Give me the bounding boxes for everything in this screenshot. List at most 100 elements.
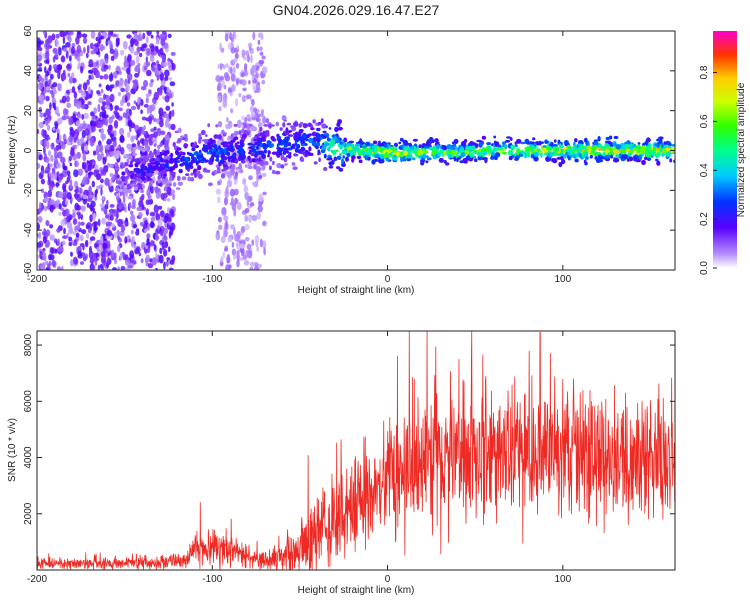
spectrogram-trace-cell xyxy=(577,146,584,151)
spectrogram-speckle xyxy=(126,34,132,39)
spectrogram-trace-cell xyxy=(372,145,376,149)
spectrogram-speckle xyxy=(252,82,257,91)
spectrogram-speckle xyxy=(97,153,102,162)
spectrogram-trace-cell xyxy=(620,149,626,154)
spectrogram-trace-cell xyxy=(177,160,181,163)
spectrogram-trace-cell xyxy=(516,149,521,154)
spectrogram-speckle xyxy=(246,54,250,63)
spectrogram-speckle xyxy=(126,183,132,191)
spectrogram-speckle xyxy=(45,108,51,117)
spectrogram-trace-cell xyxy=(230,133,234,139)
spectrogram-trace-cell xyxy=(549,152,554,157)
spectrogram-trace-cell xyxy=(572,148,576,154)
spectrogram-trace-cell xyxy=(338,167,344,172)
spectrogram-trace-cell xyxy=(358,140,363,144)
spectrogram-trace-cell xyxy=(544,152,548,156)
spectrogram-trace-cell xyxy=(348,140,354,144)
spectrogram-speckle xyxy=(150,239,154,247)
spectrogram-trace-cell xyxy=(356,155,362,160)
spectrogram-speckle xyxy=(261,109,264,115)
spectrogram-speckle xyxy=(240,72,245,78)
spectrogram-trace-cell xyxy=(271,151,277,155)
spectrogram-speckle xyxy=(109,144,115,153)
spectrogram-trace-cell xyxy=(183,143,188,149)
spectrogram-trace-cell xyxy=(230,159,235,163)
spectrogram-trace-cell xyxy=(159,142,163,147)
spectrogram-trace-cell xyxy=(170,152,174,158)
spectrogram-trace-cell xyxy=(371,149,375,152)
spectrogram-trace-cell xyxy=(236,141,240,145)
spectrogram-speckle xyxy=(113,231,118,239)
spectrogram-speckle xyxy=(157,191,161,199)
spectrogram-trace-cell xyxy=(294,140,298,146)
spectrogram-trace-cell xyxy=(255,145,260,150)
spectrogram-trace-cell xyxy=(159,163,163,168)
spectrogram-speckle xyxy=(81,99,85,105)
spectrogram-speckle xyxy=(79,243,85,247)
spectrogram-speckle xyxy=(50,154,54,162)
spectrogram-trace-cell xyxy=(153,143,157,147)
spectrogram-speckle xyxy=(106,257,111,266)
spectrogram-trace-cell xyxy=(121,171,126,176)
spectrogram-trace-cell xyxy=(229,147,235,153)
spectrogram-speckle xyxy=(141,116,147,121)
spectrogram-speckle xyxy=(105,214,109,219)
spectrogram-trace-cell xyxy=(516,138,522,144)
spectrogram-speckle xyxy=(121,225,125,230)
spectrogram-speckle xyxy=(97,103,101,113)
spectrogram-speckle xyxy=(160,193,165,200)
spectrogram-trace-cell xyxy=(220,147,224,152)
spectrogram-speckle xyxy=(47,118,51,124)
spectrogram-trace-cell xyxy=(436,141,440,144)
spectrogram-speckle xyxy=(139,221,144,227)
spectrogram-speckle xyxy=(65,208,70,217)
spectrogram-trace-cell xyxy=(141,173,146,177)
spectrogram-speckle xyxy=(235,241,241,250)
spectrogram-speckle xyxy=(227,179,233,188)
spectrogram-speckle xyxy=(122,112,127,118)
spectrogram-speckle xyxy=(133,135,137,140)
spectrogram-trace-cell xyxy=(237,149,244,155)
spectrogram-speckle xyxy=(258,193,264,202)
spectrogram-trace-cell xyxy=(357,152,362,156)
spectrogram-trace-cell xyxy=(341,149,347,155)
spectrogram-trace-cell xyxy=(128,164,134,168)
spectrogram-trace-cell xyxy=(205,134,208,137)
spectrogram-speckle xyxy=(170,51,176,56)
colorbar-tick-label: 0.4 xyxy=(699,163,710,177)
spectrogram-speckle xyxy=(144,227,147,234)
spectrogram-trace-cell xyxy=(196,154,201,160)
spectrogram-speckle xyxy=(233,227,236,236)
spectrogram-trace-cell xyxy=(164,166,168,169)
spectrogram-trace-cell xyxy=(533,157,539,161)
spectrogram-speckle xyxy=(256,65,260,71)
spectrogram-speckle xyxy=(58,203,62,210)
spectrogram-trace-cell xyxy=(400,157,404,163)
spectrogram-trace-cell xyxy=(271,169,276,175)
spectrogram-speckle xyxy=(131,198,136,208)
spectrogram-speckle xyxy=(106,230,113,237)
spectrogram-speckle xyxy=(103,73,109,80)
spectrogram-speckle xyxy=(149,54,155,62)
spectrogram-trace-cell xyxy=(259,126,263,132)
spectrogram-speckle xyxy=(149,211,156,217)
spectrogram-trace-cell xyxy=(321,123,327,129)
spectrogram-speckle xyxy=(83,112,89,120)
spectrogram-speckle xyxy=(76,151,81,159)
spectrogram-speckle xyxy=(109,214,114,221)
spectrogram-trace-cell xyxy=(263,131,267,134)
spectrogram-trace-cell xyxy=(169,158,175,163)
spectrogram-speckle xyxy=(244,214,248,222)
spectrogram-speckle xyxy=(119,252,123,261)
spectrogram-speckle xyxy=(244,191,249,200)
spectrogram-speckle xyxy=(221,207,227,216)
spectrogram-speckle xyxy=(100,152,104,160)
spectrogram-speckle xyxy=(117,244,121,253)
spectrogram-speckle xyxy=(244,207,250,214)
spectrogram-speckle xyxy=(54,248,58,254)
spectrogram-speckle xyxy=(40,264,44,270)
spectrogram-speckle xyxy=(82,194,88,200)
spectrogram-speckle xyxy=(145,199,150,206)
spectrogram-trace-cell xyxy=(578,140,584,145)
spectrogram-speckle xyxy=(109,84,113,92)
